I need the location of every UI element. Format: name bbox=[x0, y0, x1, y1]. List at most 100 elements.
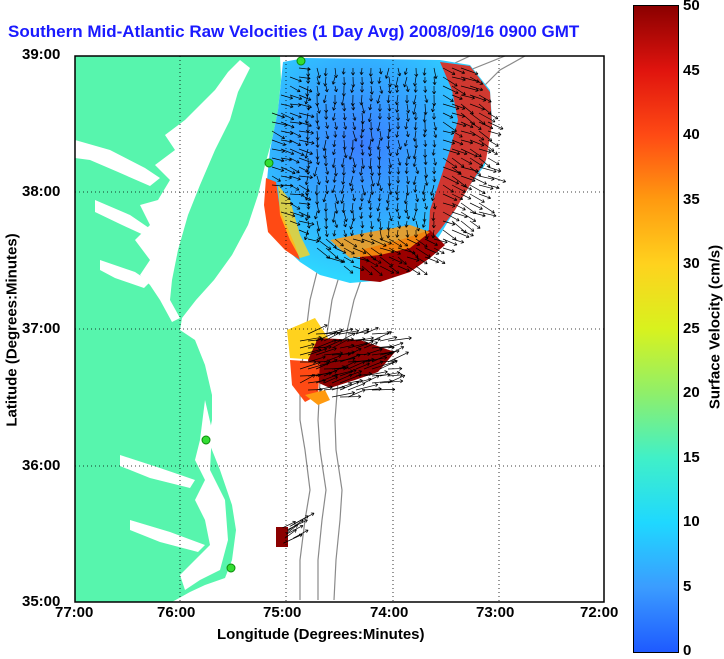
velocity-vector bbox=[298, 121, 312, 128]
velocity-vector bbox=[306, 76, 311, 84]
velocity-vector bbox=[387, 85, 392, 94]
velocity-vector bbox=[424, 94, 429, 103]
velocity-vector bbox=[370, 256, 382, 264]
velocity-vector bbox=[351, 166, 356, 174]
velocity-vector bbox=[340, 193, 345, 204]
velocity-vector bbox=[469, 193, 485, 203]
velocity-vector bbox=[316, 229, 322, 240]
velocity-vector bbox=[412, 175, 417, 186]
y-tick-label: 37:00 bbox=[22, 320, 61, 337]
velocity-vector bbox=[359, 166, 363, 176]
velocity-vector bbox=[324, 103, 329, 113]
velocity-vector bbox=[412, 103, 417, 115]
velocity-vector bbox=[422, 130, 427, 138]
velocity-vector bbox=[341, 130, 346, 139]
velocity-vector bbox=[289, 184, 300, 191]
velocity-vector bbox=[299, 335, 322, 342]
velocity-vector bbox=[325, 166, 330, 175]
velocity-vector bbox=[469, 148, 482, 158]
velocity-vector bbox=[341, 67, 346, 75]
velocity-vector bbox=[316, 103, 321, 114]
velocity-vector bbox=[424, 256, 440, 264]
velocity-vector bbox=[370, 265, 383, 276]
velocity-vector bbox=[386, 130, 391, 140]
velocity-vector bbox=[333, 166, 338, 177]
velocity-vector bbox=[361, 256, 379, 267]
velocity-vector bbox=[331, 184, 336, 194]
velocity-vector bbox=[298, 139, 315, 145]
velocity-vector bbox=[442, 76, 458, 87]
velocity-vector bbox=[414, 202, 419, 212]
colorbar-tick: 15 bbox=[683, 449, 700, 466]
velocity-vector bbox=[469, 130, 485, 141]
colorbar-tick: 50 bbox=[683, 0, 700, 14]
y-axis-label: Latitude (Degrees:Minutes) bbox=[3, 233, 21, 427]
velocity-vector bbox=[442, 148, 461, 156]
velocity-vector bbox=[289, 157, 300, 164]
velocity-vector bbox=[397, 256, 407, 265]
velocity-vector bbox=[289, 220, 301, 226]
velocity-vector bbox=[306, 220, 311, 229]
velocity-vector bbox=[376, 94, 381, 104]
velocity-vector bbox=[469, 157, 484, 167]
velocity-vector bbox=[315, 385, 333, 391]
velocity-vector bbox=[360, 76, 365, 86]
velocity-vector bbox=[487, 112, 499, 120]
velocity-vector bbox=[397, 265, 410, 272]
velocity-vector bbox=[376, 139, 381, 150]
velocity-vector bbox=[289, 139, 302, 146]
velocity-vector bbox=[469, 121, 482, 130]
velocity-vector bbox=[322, 94, 327, 104]
velocity-vector bbox=[395, 103, 400, 113]
velocity-vector bbox=[433, 256, 446, 264]
velocity-vector bbox=[379, 130, 384, 141]
velocity-vector bbox=[406, 103, 410, 114]
velocity-vector bbox=[433, 157, 437, 166]
velocity-vector bbox=[361, 184, 367, 196]
velocity-vector bbox=[361, 238, 375, 245]
velocity-vector bbox=[347, 382, 366, 391]
velocity-vector bbox=[405, 94, 409, 104]
velocity-vector bbox=[324, 85, 329, 93]
velocity-vector bbox=[460, 148, 478, 158]
colorbar-tick: 5 bbox=[683, 578, 692, 595]
velocity-vector bbox=[343, 229, 348, 238]
velocity-vector bbox=[333, 130, 338, 138]
velocity-vector bbox=[323, 331, 341, 342]
velocity-high-southeast bbox=[360, 230, 445, 282]
velocity-vector bbox=[304, 211, 309, 221]
velocity-vector bbox=[431, 148, 436, 156]
velocity-vector bbox=[378, 220, 383, 231]
velocity-vector bbox=[451, 85, 466, 96]
velocity-vector bbox=[431, 193, 435, 202]
velocity-vector bbox=[304, 112, 309, 124]
river bbox=[95, 200, 152, 236]
velocity-vector bbox=[334, 247, 347, 254]
velocity-vector bbox=[325, 238, 337, 249]
velocity-vector bbox=[423, 85, 428, 93]
y-tick-label: 35:00 bbox=[22, 593, 61, 610]
velocity-vector bbox=[358, 202, 363, 211]
velocity-vector bbox=[460, 166, 479, 173]
x-tick-label: 72:00 bbox=[580, 604, 619, 621]
velocity-vector bbox=[413, 85, 418, 93]
velocity-vector bbox=[369, 94, 374, 102]
velocity-vector bbox=[339, 369, 357, 377]
velocity-vector bbox=[403, 193, 408, 204]
velocity-vector bbox=[331, 157, 336, 168]
velocity-vector bbox=[379, 379, 404, 384]
velocity-vector bbox=[442, 121, 457, 132]
velocity-vector bbox=[369, 85, 374, 95]
velocity-vector bbox=[415, 166, 420, 175]
velocity-vector bbox=[431, 103, 435, 113]
velocity-vector bbox=[323, 67, 328, 77]
velocity-vector bbox=[307, 355, 326, 363]
velocity-vector bbox=[280, 121, 295, 129]
velocity-vector bbox=[355, 383, 379, 391]
velocity-vector bbox=[305, 139, 309, 147]
velocity-vector bbox=[307, 347, 328, 356]
velocity-vector bbox=[431, 211, 436, 222]
velocity-vector bbox=[289, 112, 302, 119]
velocity-vector bbox=[469, 139, 485, 147]
